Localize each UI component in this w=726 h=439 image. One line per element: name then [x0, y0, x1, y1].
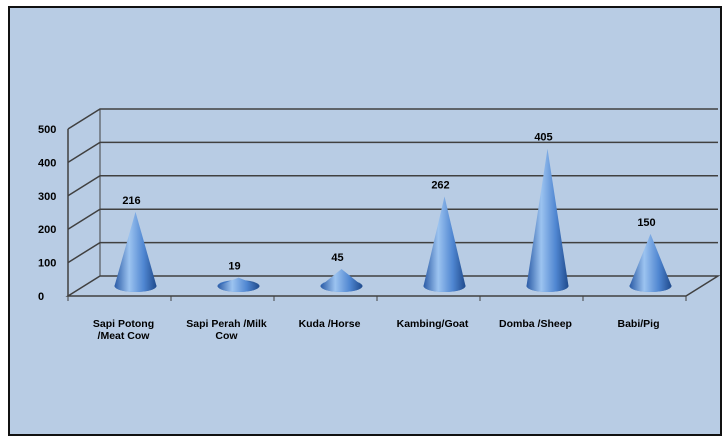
y-tick-label: 200	[38, 224, 56, 236]
x-axis: Sapi Potong/Meat Cow Sapi Perah /Milk Cow K…	[93, 318, 660, 342]
cone-body	[320, 268, 363, 292]
x-category-label: Kambing/Goat	[397, 318, 469, 330]
cone-body	[423, 196, 466, 292]
cone-bar	[320, 268, 363, 292]
y-tick-label: 500	[38, 124, 56, 136]
gridline	[67, 208, 718, 230]
x-category-label: Sapi Potong/Meat Cow	[93, 318, 154, 342]
x-category-label-line: Domba /Sheep	[499, 318, 572, 330]
x-category-label-line: Sapi Perah /Milk	[186, 318, 267, 330]
gridline	[67, 241, 718, 264]
grid-layer	[65, 108, 720, 301]
x-category-label-line: Babi/Pig	[617, 318, 659, 330]
x-category-label: Domba /Sheep	[499, 318, 572, 330]
x-category-label-line: Cow	[215, 330, 238, 342]
chart-area: 0 100 200 300 400 500 216 19 45 262 405 150 Sapi P…	[8, 6, 722, 436]
cone-bar	[423, 196, 466, 292]
data-label: 150	[637, 217, 655, 229]
data-label: 405	[534, 132, 552, 144]
cone-chart: 0 100 200 300 400 500 216 19 45 262 405 150 Sapi P…	[38, 108, 720, 342]
cone-bar	[114, 211, 157, 292]
x-category-label: Sapi Perah /Milk Cow	[186, 318, 267, 342]
cones	[114, 148, 672, 292]
y-axis: 0 100 200 300 400 500	[38, 124, 56, 303]
data-label: 45	[331, 252, 343, 264]
chart-floor	[65, 275, 720, 297]
y-tick-label: 0	[38, 291, 44, 303]
cone-bar	[217, 277, 260, 292]
data-label: 216	[122, 195, 140, 207]
cone-bar	[526, 148, 569, 292]
y-tick-label: 100	[38, 258, 56, 270]
cone-body	[526, 148, 569, 292]
x-category-label-line: Sapi Potong	[93, 318, 154, 330]
x-category-label: Kuda /Horse	[299, 318, 361, 330]
data-labels: 216 19 45 262 405 150	[122, 132, 655, 273]
x-category-label-line: /Meat Cow	[98, 330, 151, 342]
x-category-label: Babi/Pig	[617, 318, 659, 330]
gridline	[67, 175, 718, 197]
gridline	[67, 108, 718, 130]
cone-body	[629, 233, 672, 292]
gridline	[67, 141, 718, 164]
data-label: 19	[228, 261, 240, 273]
x-category-label-line: Kambing/Goat	[397, 318, 469, 330]
cone-body	[114, 211, 157, 292]
x-category-label-line: Kuda /Horse	[299, 318, 361, 330]
y-tick-label: 400	[38, 157, 56, 169]
y-tick-label: 300	[38, 191, 56, 203]
cone-bar	[629, 233, 672, 292]
cone-body	[217, 277, 260, 292]
data-label: 262	[431, 179, 449, 191]
